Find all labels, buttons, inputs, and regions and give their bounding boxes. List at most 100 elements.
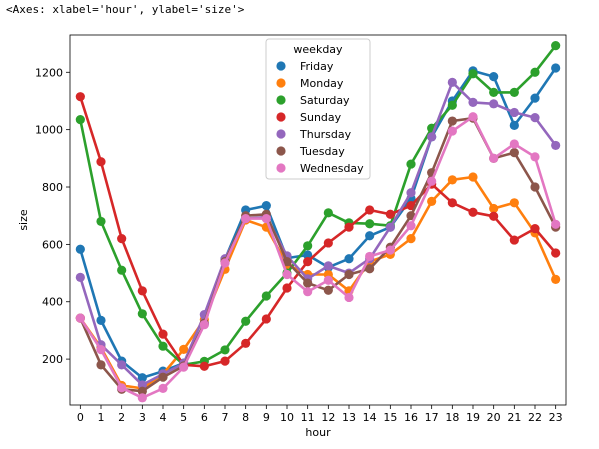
data-point-monday <box>489 203 499 214</box>
data-point-saturday <box>96 216 106 227</box>
data-point-friday <box>303 250 313 260</box>
data-point-monday <box>179 344 189 354</box>
tick-layer: 0 1 2 3 4 5 6 7 8 9 10 11 12 13 14 15 16 17 18 19 20 21 22 2320… <box>35 66 563 424</box>
data-point-saturday <box>158 341 168 351</box>
data-point-sunday <box>158 329 168 339</box>
legend-marker <box>276 112 286 122</box>
x-tick-label: 23 <box>549 411 563 424</box>
legend-box <box>265 38 371 180</box>
data-point-monday <box>551 274 561 284</box>
data-point-saturday <box>137 309 147 319</box>
data-point-sunday <box>365 205 375 215</box>
data-point-sunday <box>530 224 540 234</box>
y-tick-label: 1200 <box>35 66 63 79</box>
legend-marker <box>276 163 286 173</box>
y-tick-label: 800 <box>42 181 63 194</box>
data-point-tuesday <box>137 386 147 396</box>
data-point-friday <box>509 120 519 130</box>
x-tick-label: 8 <box>242 411 249 424</box>
data-point-thursday <box>385 222 395 232</box>
data-point-wednesday <box>179 362 189 372</box>
x-tick-label: 4 <box>160 411 167 424</box>
legend-marker <box>276 146 286 156</box>
legend-entry: Saturday <box>300 94 350 107</box>
x-tick-label: 2 <box>118 411 125 424</box>
data-point-sunday <box>509 235 519 245</box>
data-point-thursday <box>530 113 540 123</box>
data-point-thursday <box>427 132 437 142</box>
data-point-monday <box>447 175 457 185</box>
x-tick-label: 16 <box>404 411 418 424</box>
legend-entry: Thursday <box>299 128 352 141</box>
legend: weekday Friday Monday Saturday Sunday Thursda… <box>265 38 371 180</box>
legend-marker <box>276 61 286 71</box>
data-point-wednesday <box>75 313 85 323</box>
data-point-sunday <box>117 234 127 244</box>
data-point-wednesday <box>406 221 416 231</box>
legend-marker <box>276 95 286 105</box>
x-axis-label: hour <box>305 426 331 439</box>
data-point-friday <box>489 71 499 82</box>
data-point-monday <box>427 196 437 206</box>
x-tick-label: 17 <box>425 411 439 424</box>
data-point-saturday <box>551 41 561 51</box>
data-point-saturday <box>468 69 478 79</box>
data-point-thursday <box>489 99 499 109</box>
x-tick-label: 14 <box>363 411 377 424</box>
data-point-tuesday <box>303 278 313 288</box>
data-point-tuesday <box>530 182 540 192</box>
data-point-wednesday <box>468 112 478 122</box>
y-tick-label: 1000 <box>35 124 63 137</box>
legend-entry: Wednesday <box>300 162 364 175</box>
data-point-saturday <box>117 265 127 275</box>
x-tick-label: 20 <box>487 411 501 424</box>
data-point-thursday <box>323 261 333 271</box>
data-point-sunday <box>282 283 292 293</box>
data-point-wednesday <box>509 139 519 149</box>
data-point-wednesday <box>489 153 499 163</box>
data-point-thursday <box>551 140 561 151</box>
x-tick-label: 15 <box>383 411 397 424</box>
data-point-thursday <box>447 77 457 87</box>
data-point-friday <box>344 254 354 264</box>
data-point-sunday <box>551 248 561 258</box>
data-point-sunday <box>220 356 230 366</box>
x-tick-label: 0 <box>77 411 84 424</box>
x-tick-label: 9 <box>263 411 270 424</box>
data-point-saturday <box>261 291 271 301</box>
series-line-saturday <box>79 44 557 367</box>
data-point-saturday <box>489 87 499 97</box>
y-axis-label: size <box>17 209 30 231</box>
data-point-saturday <box>303 241 313 251</box>
data-point-saturday <box>509 87 519 97</box>
data-point-sunday <box>199 361 209 371</box>
data-point-friday <box>96 315 106 325</box>
data-point-wednesday <box>385 245 395 255</box>
data-point-saturday <box>447 100 457 110</box>
legend-marker <box>276 78 286 88</box>
data-point-wednesday <box>344 292 354 303</box>
x-tick-label: 13 <box>342 411 356 424</box>
legend-entry: Sunday <box>300 111 342 124</box>
x-tick-label: 12 <box>321 411 335 424</box>
data-point-tuesday <box>344 269 354 280</box>
data-point-monday <box>509 198 519 208</box>
data-point-saturday <box>241 316 251 326</box>
data-point-saturday <box>530 67 540 77</box>
data-point-wednesday <box>199 320 209 330</box>
data-point-wednesday <box>241 213 251 224</box>
legend-entry: Tuesday <box>299 145 345 158</box>
x-tick-label: 11 <box>301 411 315 424</box>
x-tick-label: 7 <box>222 411 229 424</box>
series-line-monday <box>79 175 557 390</box>
data-point-wednesday <box>220 258 230 268</box>
y-tick-label: 200 <box>42 353 63 366</box>
data-point-sunday <box>468 207 478 217</box>
data-point-thursday <box>75 272 85 282</box>
x-tick-label: 10 <box>280 411 294 424</box>
data-point-sunday <box>303 256 313 267</box>
data-point-wednesday <box>323 275 333 285</box>
data-point-wednesday <box>447 126 457 136</box>
data-point-friday <box>75 244 85 254</box>
